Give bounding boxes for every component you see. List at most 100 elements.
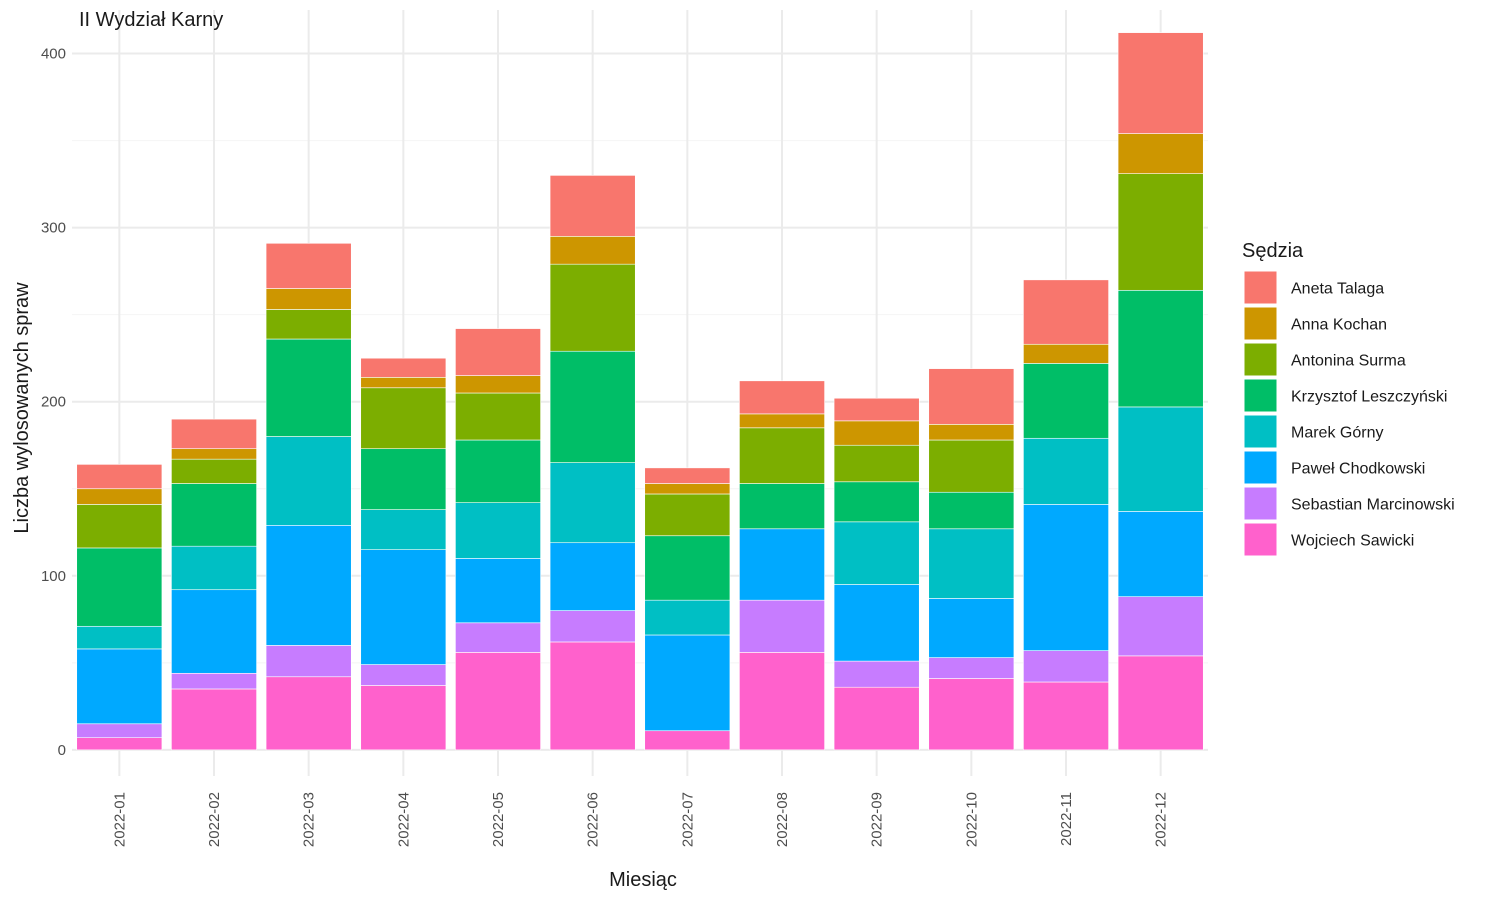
bar-2022-05-pawel-chodkowski (455, 558, 541, 624)
bar-2022-08-anna-kochan (739, 413, 825, 429)
bar-2022-11-wojciech-sawicki (1023, 681, 1109, 751)
bar-2022-10-marek-gorny (928, 528, 1015, 599)
x-tick-label: 2022-11 (1058, 792, 1075, 846)
x-tick-label: 2022-01 (111, 792, 128, 847)
legend-key (1243, 450, 1278, 485)
bar-2022-08-antonina-surma (739, 427, 825, 484)
bar-2022-07-aneta-talaga (644, 467, 731, 484)
legend-key (1243, 306, 1278, 341)
legend-title: Sędzia (1242, 240, 1304, 262)
bar-2022-04-wojciech-sawicki (360, 685, 447, 751)
bar-2022-03-sebastian-marcinowski (265, 645, 352, 678)
bar-2022-08-sebastian-marcinowski (739, 599, 825, 653)
bar-2022-09-wojciech-sawicki (833, 686, 920, 751)
bar-2022-05-antonina-surma (455, 392, 541, 441)
x-tick-label: 2022-07 (679, 792, 696, 847)
bar-2022-10-antonina-surma (928, 439, 1015, 493)
bar-2022-09-anna-kochan (833, 420, 920, 446)
legend-key (1243, 342, 1278, 377)
bar-2022-09-pawel-chodkowski (833, 584, 920, 662)
bar-2022-02-pawel-chodkowski (171, 589, 257, 674)
bar-2022-07-antonina-surma (644, 493, 731, 537)
bar-2022-12-sebastian-marcinowski (1117, 596, 1204, 657)
bar-2022-02-sebastian-marcinowski (171, 672, 257, 690)
bar-2022-11-aneta-talaga (1023, 279, 1109, 345)
x-tick-label: 2022-05 (490, 792, 507, 847)
x-tick-label: 2022-10 (963, 792, 980, 847)
bar-2022-05-marek-gorny (455, 502, 541, 559)
bar-2022-12-aneta-talaga (1117, 32, 1204, 134)
bar-2022-09-antonina-surma (833, 444, 920, 483)
legend-key (1243, 270, 1278, 305)
y-axis-title: Liczba wylosowanych spraw (11, 282, 33, 534)
bar-2022-10-pawel-chodkowski (928, 598, 1015, 658)
y-tick-label: 0 (58, 742, 66, 759)
bar-2022-01-anna-kochan (76, 488, 163, 505)
bar-2022-04-anna-kochan (360, 377, 447, 389)
y-tick-label: 200 (41, 394, 66, 411)
y-axis-ticks: 0 100 200 300 400 (41, 46, 66, 759)
bar-2022-04-pawel-chodkowski (360, 549, 447, 665)
bar-2022-06-wojciech-sawicki (549, 641, 636, 751)
legend-label: Marek Górny (1291, 425, 1383, 442)
bar-2022-06-pawel-chodkowski (549, 542, 636, 611)
bar-2022-10-aneta-talaga (928, 368, 1015, 425)
bar-2022-11-krzysztof-leszczynski (1023, 363, 1109, 439)
legend-key (1243, 486, 1278, 521)
bar-2022-01-marek-gorny (76, 625, 163, 650)
bar-2022-08-wojciech-sawicki (739, 652, 825, 751)
legend: Sędzia Aneta Talaga Anna Kochan Antonina S… (1242, 240, 1455, 557)
bar-2022-08-aneta-talaga (739, 380, 825, 415)
bar-2022-02-marek-gorny (171, 545, 257, 591)
x-tick-label: 2022-08 (774, 792, 791, 847)
bar-2022-08-krzysztof-leszczynski (739, 483, 825, 530)
bar-2022-12-marek-gorny (1117, 406, 1204, 512)
legend-label: Anna Kochan (1291, 317, 1387, 334)
bar-2022-01-antonina-surma (76, 504, 163, 549)
x-tick-label: 2022-03 (301, 792, 318, 847)
bar-2022-10-wojciech-sawicki (928, 678, 1015, 751)
bar-2022-12-pawel-chodkowski (1117, 511, 1204, 597)
bar-2022-06-marek-gorny (549, 462, 636, 544)
bar-2022-06-antonina-surma (549, 263, 636, 352)
bar-2022-04-aneta-talaga (360, 357, 447, 378)
bar-2022-11-sebastian-marcinowski (1023, 650, 1109, 683)
bar-2022-02-aneta-talaga (171, 418, 257, 450)
bar-2022-05-aneta-talaga (455, 328, 541, 376)
bar-2022-07-marek-gorny (644, 599, 731, 636)
bars (76, 32, 1204, 751)
bar-2022-04-antonina-surma (360, 387, 447, 450)
legend-label: Antonina Surma (1291, 353, 1406, 370)
bar-2022-11-anna-kochan (1023, 343, 1109, 364)
bar-2022-09-marek-gorny (833, 521, 920, 585)
bar-2022-02-krzysztof-leszczynski (171, 483, 257, 547)
bar-2022-11-pawel-chodkowski (1023, 504, 1109, 651)
bar-2022-01-pawel-chodkowski (76, 648, 163, 725)
bar-2022-12-anna-kochan (1117, 133, 1204, 174)
x-tick-label: 2022-12 (1153, 792, 1170, 847)
x-tick-label: 2022-02 (206, 792, 223, 847)
bar-2022-06-aneta-talaga (549, 175, 636, 237)
bar-2022-09-sebastian-marcinowski (833, 660, 920, 688)
x-tick-label: 2022-04 (395, 792, 412, 847)
bar-2022-07-krzysztof-leszczynski (644, 535, 731, 601)
bar-2022-03-anna-kochan (265, 288, 352, 310)
legend-label: Krzysztof Leszczyński (1291, 389, 1447, 406)
legend-key (1243, 414, 1278, 449)
bar-2022-03-pawel-chodkowski (265, 525, 352, 646)
chart-title: II Wydział Karny (79, 9, 223, 31)
legend-key (1243, 378, 1278, 413)
legend-key (1243, 522, 1278, 557)
x-tick-label: 2022-09 (869, 792, 886, 847)
bar-2022-10-anna-kochan (928, 424, 1015, 441)
bar-2022-08-pawel-chodkowski (739, 528, 825, 601)
bar-2022-12-wojciech-sawicki (1117, 655, 1204, 751)
y-tick-label: 300 (41, 220, 66, 237)
bar-2022-12-antonina-surma (1117, 173, 1204, 291)
x-tick-label: 2022-06 (585, 792, 602, 847)
legend-label: Aneta Talaga (1291, 281, 1384, 298)
bar-2022-05-krzysztof-leszczynski (455, 439, 541, 503)
bar-2022-01-krzysztof-leszczynski (76, 547, 163, 627)
bar-2022-12-krzysztof-leszczynski (1117, 289, 1204, 408)
